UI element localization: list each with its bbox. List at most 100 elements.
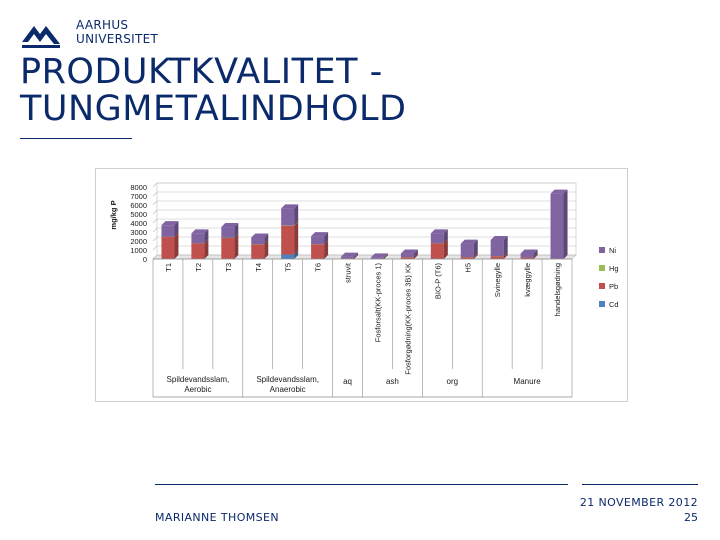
logo-text-line2: UNIVERSITET <box>76 32 159 46</box>
bar-segment-pb <box>161 237 175 259</box>
bar-side-pb <box>294 221 299 255</box>
x-tick-label: T4 <box>254 263 263 272</box>
gridline-diag <box>152 254 158 260</box>
y-tick-label: 0 <box>143 255 147 264</box>
bar-segment-pb <box>251 244 265 259</box>
group-label: ash <box>386 377 399 386</box>
gridline-diag <box>152 200 158 206</box>
group-label: aq <box>343 377 352 386</box>
gridline-diag <box>152 218 158 224</box>
footer-author: MARIANNE THOMSEN <box>155 511 280 524</box>
footer-divider-right <box>582 484 698 485</box>
bar-segment-ni <box>520 253 534 258</box>
bar-segment-pb <box>221 238 235 259</box>
bar-segment-pb <box>400 257 414 259</box>
bar-side-ni <box>324 232 329 245</box>
bar-segment-pb <box>281 225 295 255</box>
bar-segment-ni <box>311 236 325 245</box>
x-tick-label: T6 <box>314 263 323 272</box>
bar-segment-pb <box>490 256 504 259</box>
y-axis-label: mg/kg P <box>109 200 118 229</box>
bar-side-pb <box>503 252 508 259</box>
bar-side-ni <box>354 252 359 259</box>
bar-top <box>161 221 179 226</box>
y-tick-label: 7000 <box>130 192 147 201</box>
legend-label-cd: Cd <box>609 300 619 309</box>
bar-segment-ni <box>370 257 384 259</box>
bar-top <box>221 223 239 228</box>
x-tick-label: T3 <box>224 263 233 272</box>
bar-segment-ni <box>221 227 235 238</box>
legend-label-ni: Ni <box>609 246 616 255</box>
bar-side-ni <box>473 239 478 258</box>
legend-swatch-hg <box>599 265 605 271</box>
bar-segment-pb <box>191 243 205 259</box>
bar-segment-cd <box>281 254 295 259</box>
y-tick-label: 3000 <box>130 228 147 237</box>
bar-top <box>400 249 418 254</box>
bar-top <box>550 189 568 194</box>
bar-segment-ni <box>191 233 205 244</box>
slide-title-line2: TUNGMETALINDHOLD <box>20 89 407 129</box>
bar-top <box>311 232 329 237</box>
slide-title: PRODUKTKVALITET - TUNGMETALINDHOLD <box>20 54 407 128</box>
y-tick-label: 5000 <box>130 210 147 219</box>
bar-side-pb <box>204 239 209 259</box>
gridline-diag <box>152 227 158 233</box>
bar-segment-ni <box>400 253 414 258</box>
group-label: Manure <box>514 377 542 386</box>
group-label: Spildevandsslam, <box>256 375 319 384</box>
bar-side-pb <box>354 254 359 259</box>
slide-title-line1: PRODUKTKVALITET - <box>20 52 383 92</box>
y-tick-label: 4000 <box>130 219 147 228</box>
y-tick-label: 8000 <box>130 183 147 192</box>
bar-top <box>520 249 538 254</box>
gridline-diag <box>152 245 158 251</box>
bar-side-pb <box>234 234 239 259</box>
x-tick-label: handelsgødning <box>553 263 562 316</box>
bar-segment-ni <box>161 225 175 237</box>
bar-top <box>281 204 299 209</box>
bar-segment-ni <box>251 237 265 245</box>
bar-segment-ni <box>341 256 355 259</box>
x-tick-label: kvæggylle <box>523 263 532 297</box>
legend-label-pb: Pb <box>609 282 618 291</box>
x-tick-label: T1 <box>164 263 173 272</box>
bar-top <box>460 239 478 244</box>
bar-top <box>370 253 388 258</box>
university-logo: AARHUS UNIVERSITET <box>20 16 160 52</box>
bar-side-ni <box>563 189 568 259</box>
bar-side-ni <box>443 229 448 244</box>
bar-side-ni <box>174 221 179 237</box>
chart-container: 0 1000 2000 3000 4000 5000 6000 7000 8000 mg/kg P… <box>95 168 628 402</box>
title-divider <box>20 138 132 139</box>
footer-date: 21 NOVEMBER 2012 <box>579 496 698 509</box>
bar-side-ni <box>294 204 299 226</box>
bar-side-ni <box>234 223 239 238</box>
legend-swatch-cd <box>599 301 605 307</box>
y-tick-label: 1000 <box>130 246 147 255</box>
bar-side-pb <box>324 240 329 259</box>
bar-segment-ni <box>460 243 474 258</box>
bar-top <box>251 233 269 238</box>
x-tick-label: T5 <box>284 263 293 272</box>
bar-top <box>430 229 448 234</box>
bar-segment-pb <box>520 257 534 259</box>
group-label: Anaerobic <box>270 385 306 394</box>
bar-side-pb <box>473 253 478 259</box>
bar-segment-pb <box>460 257 474 259</box>
bar-side-pb <box>174 233 179 259</box>
legend-swatch-ni <box>599 247 605 253</box>
bar-side-ni <box>533 249 538 258</box>
x-tick-label: Svinegylle <box>493 263 502 297</box>
bar-top <box>341 252 359 257</box>
legend-label-hg: Hg <box>609 264 619 273</box>
x-tick-label: struvit <box>344 262 353 283</box>
chart-floor <box>152 254 577 260</box>
gridline-diag <box>152 191 158 197</box>
group-label: Aerobic <box>184 385 211 394</box>
y-tick-label: 6000 <box>130 201 147 210</box>
bar-side-ni <box>264 233 269 245</box>
bar-side-ni <box>503 235 508 257</box>
